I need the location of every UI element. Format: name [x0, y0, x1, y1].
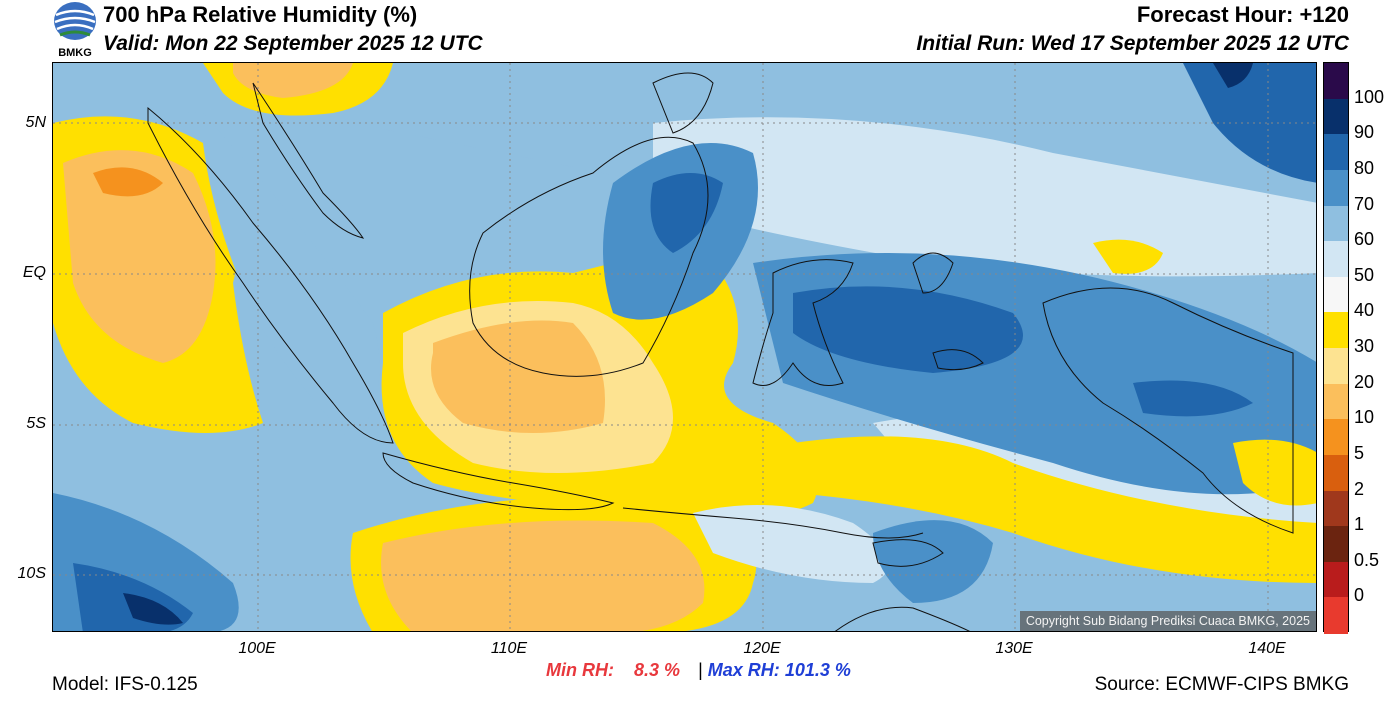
- lat-tick-5s: 5S: [26, 415, 46, 432]
- chart-title: 700 hPa Relative Humidity (%): [103, 2, 418, 27]
- colorbar-label: 0.5: [1354, 549, 1380, 570]
- colorbar-segment: [1324, 419, 1348, 456]
- colorbar-segment: [1324, 241, 1348, 278]
- colorbar-segment: [1324, 134, 1348, 171]
- colorbar-segment: [1324, 597, 1348, 634]
- stats-separator: |: [698, 660, 703, 680]
- colorbar-segment: [1324, 490, 1348, 527]
- min-rh-label: Min RH:: [546, 660, 614, 680]
- colorbar-label: 80: [1354, 157, 1375, 178]
- lon-tick-120e: 120E: [743, 640, 781, 657]
- colorbar-segment: [1324, 98, 1348, 135]
- lon-tick-110e: 110E: [490, 640, 528, 657]
- lon-tick-140e: 140E: [1248, 640, 1286, 657]
- colorbar-segment: [1324, 561, 1348, 598]
- initial-run: Initial Run: Wed 17 September 2025 12 UT…: [916, 32, 1349, 55]
- logo-text: BMKG: [58, 47, 92, 59]
- colorbar-label: 90: [1354, 122, 1375, 143]
- lon-tick-130e: 130E: [995, 640, 1033, 657]
- max-rh-value: 101.3 %: [784, 660, 851, 680]
- colorbar-segment: [1324, 348, 1348, 385]
- colorbar-label: 70: [1354, 193, 1375, 214]
- copyright-notice: Copyright Sub Bidang Prediksi Cuaca BMKG…: [1019, 611, 1316, 631]
- colorbar-label: 60: [1354, 229, 1375, 250]
- colorbar-label: 10: [1354, 407, 1375, 428]
- min-rh-value: 8.3 %: [634, 660, 681, 680]
- rh-stats: Min RH: 8.3 % | Max RH: 101.3 %: [546, 660, 851, 681]
- lat-tick-5n: 5N: [25, 114, 46, 131]
- colorbar-label: 5: [1354, 442, 1365, 463]
- colorbar-label: 20: [1354, 371, 1375, 392]
- colorbar-segment: [1324, 526, 1348, 563]
- colorbar-segment: [1324, 276, 1348, 313]
- lat-tick-10s: 10S: [17, 565, 46, 582]
- colorbar-label: 2: [1354, 478, 1365, 499]
- colorbar-label: 40: [1354, 300, 1375, 321]
- humidity-map: [52, 62, 1317, 632]
- max-rh-label: Max RH:: [707, 660, 780, 680]
- model-label: Model: IFS-0.125: [52, 674, 198, 695]
- colorbar-label: 100: [1354, 86, 1385, 107]
- colorbar: [1323, 62, 1349, 634]
- bmkg-logo: BMKG: [52, 1, 98, 59]
- colorbar-label: 30: [1354, 336, 1375, 356]
- colorbar-label: 1: [1354, 514, 1365, 535]
- lon-tick-100e: 100E: [238, 640, 276, 657]
- colorbar-segment: [1324, 383, 1348, 420]
- coastlines: [147, 72, 1294, 631]
- colorbar-label: 0: [1354, 585, 1365, 606]
- colorbar-segment: [1324, 454, 1348, 492]
- colorbar-segment: [1324, 169, 1348, 207]
- colorbar-segment: [1324, 63, 1348, 100]
- colorbar-segment: [1324, 312, 1348, 349]
- valid-time: Valid: Mon 22 September 2025 12 UTC: [103, 32, 483, 55]
- colorbar-label: 50: [1354, 264, 1375, 285]
- lat-tick-eq: EQ: [22, 264, 46, 281]
- source-label: Source: ECMWF-CIPS BMKG: [1094, 674, 1349, 695]
- forecast-hour: Forecast Hour: +120: [1136, 2, 1349, 27]
- grid-lines: [53, 63, 1316, 631]
- colorbar-segment: [1324, 205, 1348, 242]
